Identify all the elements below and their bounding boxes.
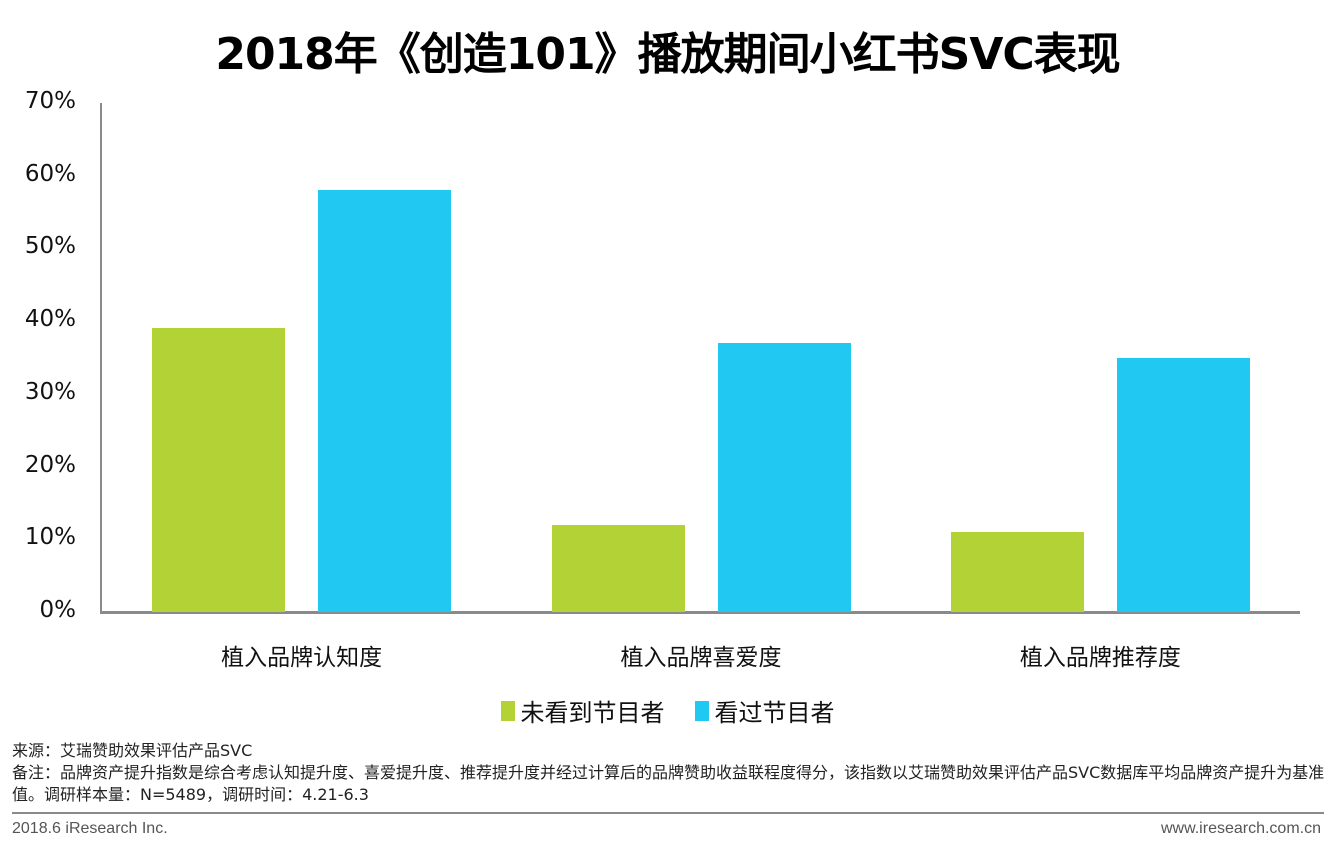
y-tick-label: 50% (24, 233, 76, 260)
y-tick-label: 40% (24, 306, 76, 333)
x-category-label: 植入品牌喜爱度 (620, 645, 782, 671)
legend: 未看到节目者 看过节目者 (0, 693, 1335, 728)
footer-divider (12, 812, 1324, 814)
x-category-label: 植入品牌推荐度 (1019, 645, 1181, 671)
bar (950, 532, 1084, 612)
plot-area (102, 103, 1300, 612)
legend-label: 看过节目者 (714, 699, 835, 727)
y-tick-label: 60% (24, 160, 76, 187)
y-tick-label: 70% (24, 88, 76, 114)
y-tick-label: 30% (24, 378, 76, 405)
bar (152, 328, 286, 612)
x-category-label: 植入品牌认知度 (221, 645, 383, 671)
bar (1116, 357, 1250, 612)
y-tick-label: 20% (24, 451, 76, 478)
website-link[interactable]: www.iresearch.com.cn (1160, 820, 1321, 837)
chart-title: 2018年《创造101》播放期间小红书SVC表现 (215, 29, 1120, 80)
legend-item: 看过节目者 (694, 693, 835, 728)
copyright: 2018.6 iResearch Inc. (12, 820, 168, 837)
legend-swatch-icon (500, 700, 515, 721)
bar (717, 342, 851, 612)
bar (551, 524, 685, 612)
y-axis-line (100, 103, 102, 614)
remark-note: 备注：品牌资产提升指数是综合考虑认知提升度、喜爱提升度、推荐提升度并经过计算后的… (12, 763, 1325, 804)
x-axis-line (100, 611, 1300, 614)
legend-swatch-icon (694, 700, 709, 721)
notes: 来源：艾瑞赞助效果评估产品SVC 备注：品牌资产提升指数是综合考虑认知提升度、喜… (12, 740, 1332, 806)
y-tick-label: 10% (24, 524, 76, 551)
y-tick-label: 0% (39, 597, 77, 623)
bar (318, 190, 452, 612)
legend-label: 未看到节目者 (520, 699, 665, 727)
legend-item: 未看到节目者 (500, 693, 665, 728)
source-note: 来源：艾瑞赞助效果评估产品SVC (12, 741, 253, 760)
